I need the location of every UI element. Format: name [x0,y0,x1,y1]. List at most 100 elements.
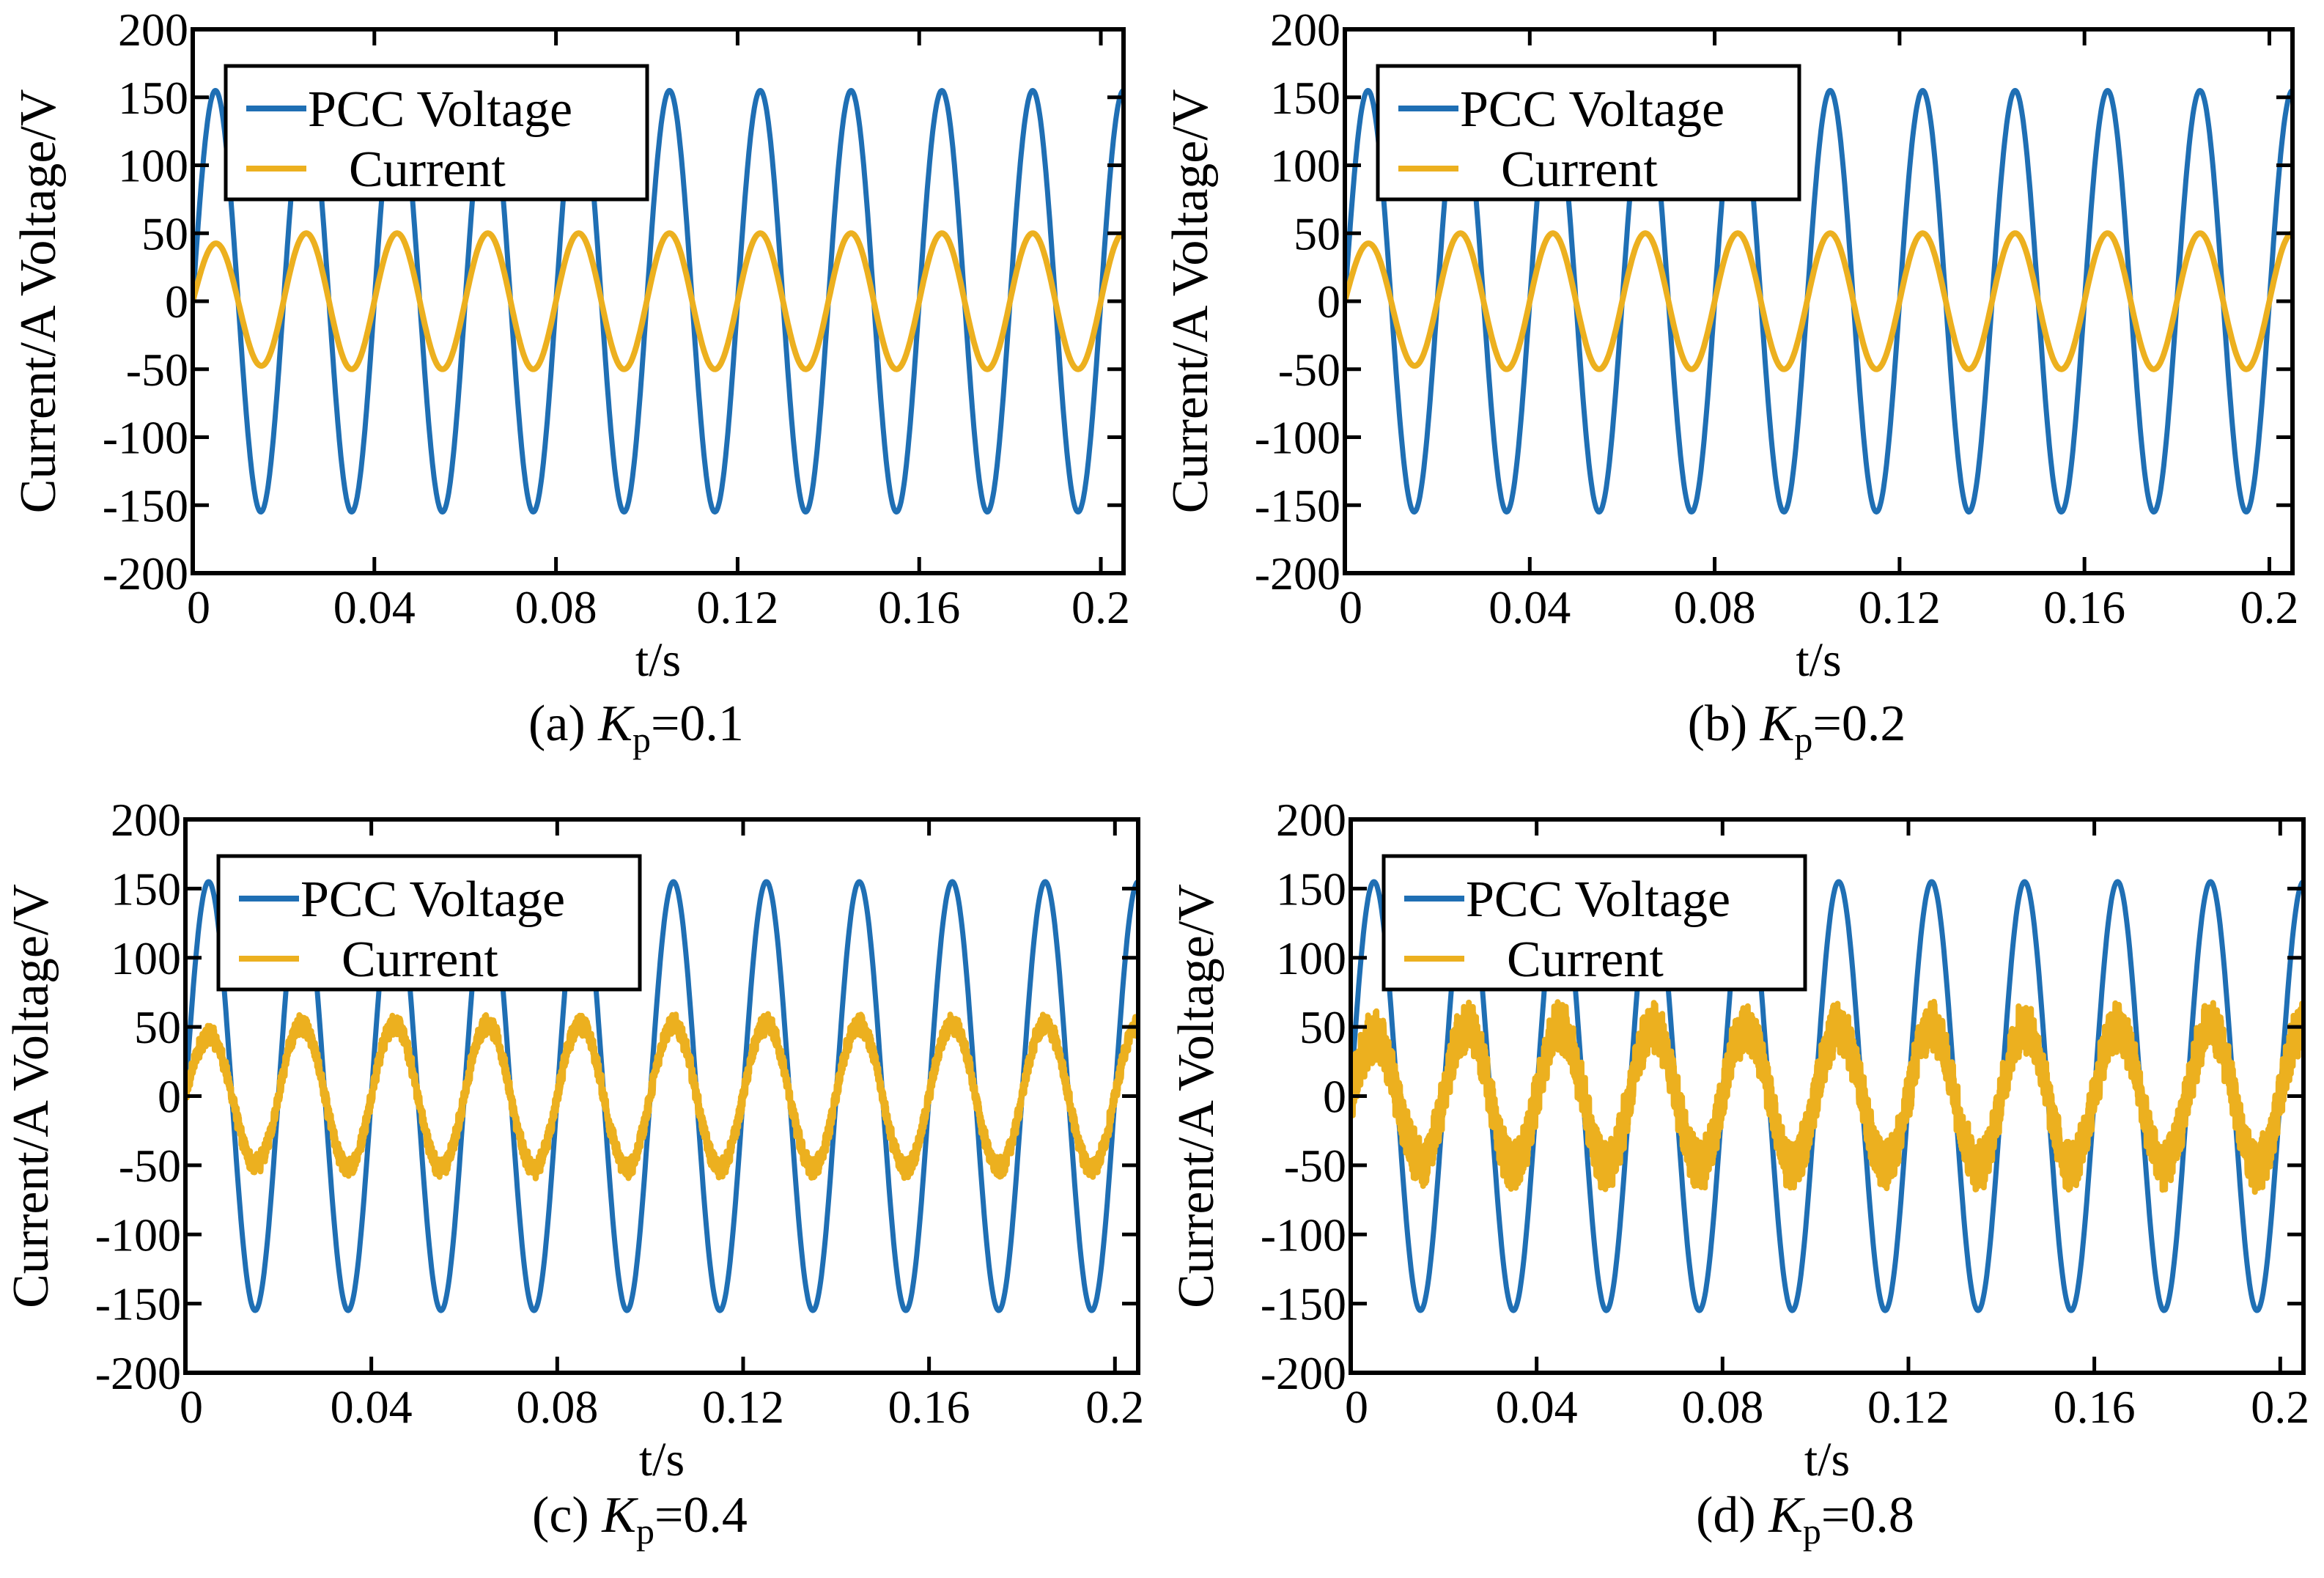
legend-entry: Current [1501,141,1658,198]
y-tick-label: 150 [118,72,188,124]
x-tick-label: 0.08 [516,1381,598,1433]
plot-area [1345,88,2292,515]
legend-box [224,64,649,202]
series-line-current [185,1011,1138,1181]
caption-value: =0.1 [651,696,744,752]
y-tick-label: 100 [1270,140,1340,192]
x-tick-label: 0 [187,581,210,633]
y-tick-label: -150 [95,1278,181,1330]
y-tick-label: 50 [1299,1001,1346,1053]
y-tick-label: 150 [111,863,181,915]
y-tick-label: 100 [1276,932,1346,984]
x-tick-label: 0.08 [1681,1381,1763,1433]
legend-entry: PCC Voltage [1466,871,1730,928]
series-line-current [1351,998,2303,1195]
x-tick-label: 0.12 [702,1381,784,1433]
x-tick-label: 0.12 [1867,1381,1949,1433]
x-tick-label: 0 [180,1381,203,1433]
series-line-pcc-voltage [1345,88,2292,515]
y-tick-label: -200 [103,547,188,600]
x-axis-label: t/s [635,633,681,687]
series-line-pcc-voltage [185,879,1138,1313]
legend-entry: PCC Voltage [308,81,572,138]
caption-variable: K [597,696,635,752]
y-tick-label: -150 [103,479,188,531]
x-tick-label: 0 [1345,1381,1368,1433]
panel-caption: (d) Kp=0.8 [1696,1487,1914,1552]
y-tick-label: -50 [119,1140,181,1192]
x-tick-label: 0.04 [1496,1381,1578,1433]
caption-prefix: (b) [1688,696,1760,752]
plot-area [185,879,1138,1313]
legend-entry: Current [349,141,506,198]
caption-value: =0.2 [1812,696,1906,752]
series-line-pcc-voltage [193,88,1124,515]
x-tick-label: 0.16 [888,1381,970,1433]
y-axis-label: Current/A Voltage/V [1162,89,1219,514]
x-tick-label: 0.08 [515,581,597,633]
y-tick-label: -50 [1284,1140,1346,1192]
caption-value: =0.8 [1821,1487,1914,1544]
y-tick-label: 200 [1270,4,1340,56]
y-tick-label: -200 [1255,547,1340,600]
x-tick-label: 0 [1339,581,1362,633]
y-axis-label: Current/A Voltage/V [10,89,67,514]
legend-entry: PCC Voltage [300,871,565,928]
plot-area [1351,879,2303,1313]
y-tick-label: -100 [103,412,188,464]
y-tick-label: -200 [95,1347,181,1399]
y-tick-label: 0 [1317,276,1340,328]
legend-entry: Current [342,932,498,988]
y-tick-label: 150 [1270,72,1340,124]
legend-box [216,854,642,992]
caption-value: =0.4 [654,1487,748,1544]
x-tick-label: 0.16 [2054,1381,2136,1433]
x-tick-label: 0.2 [1085,1381,1144,1433]
x-axis-label: t/s [639,1433,685,1486]
y-tick-label: 50 [134,1001,181,1053]
y-tick-label: 50 [141,207,188,259]
panel-caption: (a) Kp=0.1 [528,696,744,760]
caption-subscript: p [1803,1511,1821,1552]
caption-variable: K [1760,696,1797,752]
chart-panel-c: -200 -150 -100 -50 0 50 100 150 200 0 0.04 0.08 0.12… [3,794,1144,1552]
legend-entry: Current [1507,932,1664,988]
caption-variable: K [601,1487,638,1544]
y-tick-label: 0 [165,276,188,328]
series-line-current [1345,230,2292,372]
x-axis-label: t/s [1796,633,1841,687]
y-axis-label: Current/A Voltage/V [1168,884,1225,1308]
y-tick-label: 200 [111,794,181,846]
panel-caption: (b) Kp=0.2 [1688,696,1906,760]
caption-subscript: p [632,719,651,760]
y-tick-label: 200 [1276,794,1346,846]
y-tick-label: 150 [1276,863,1346,915]
y-axis-label: Current/A Voltage/V [3,884,59,1308]
y-tick-label: 100 [111,932,181,984]
caption-subscript: p [636,1511,654,1552]
series-line-current [193,230,1124,372]
x-axis-label: t/s [1804,1433,1850,1486]
x-tick-label: 0.04 [1489,581,1571,633]
caption-prefix: (c) [532,1487,602,1544]
x-tick-label: 0.12 [1859,581,1941,633]
y-tick-label: -50 [1278,344,1340,396]
y-tick-label: -150 [1261,1278,1346,1330]
y-tick-label: -100 [95,1209,181,1261]
y-tick-label: -200 [1261,1347,1346,1399]
x-tick-label: 0.12 [696,581,778,633]
x-tick-label: 0.2 [2240,581,2298,633]
caption-prefix: (a) [528,696,598,752]
y-tick-label: 50 [1294,207,1340,259]
x-tick-label: 0.2 [2251,1381,2309,1433]
y-tick-label: -100 [1261,1209,1346,1261]
x-tick-label: 0.08 [1674,581,1756,633]
y-tick-label: -50 [126,344,188,396]
caption-subscript: p [1794,719,1812,760]
x-tick-label: 0.2 [1071,581,1130,633]
